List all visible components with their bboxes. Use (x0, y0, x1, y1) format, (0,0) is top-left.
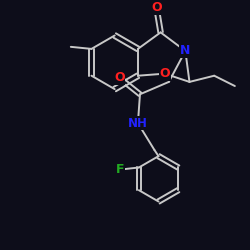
Text: F: F (116, 163, 124, 176)
Text: NH: NH (128, 117, 148, 130)
Text: O: O (114, 71, 125, 84)
Text: O: O (151, 1, 162, 14)
Text: N: N (180, 44, 190, 58)
Text: O: O (160, 67, 170, 80)
